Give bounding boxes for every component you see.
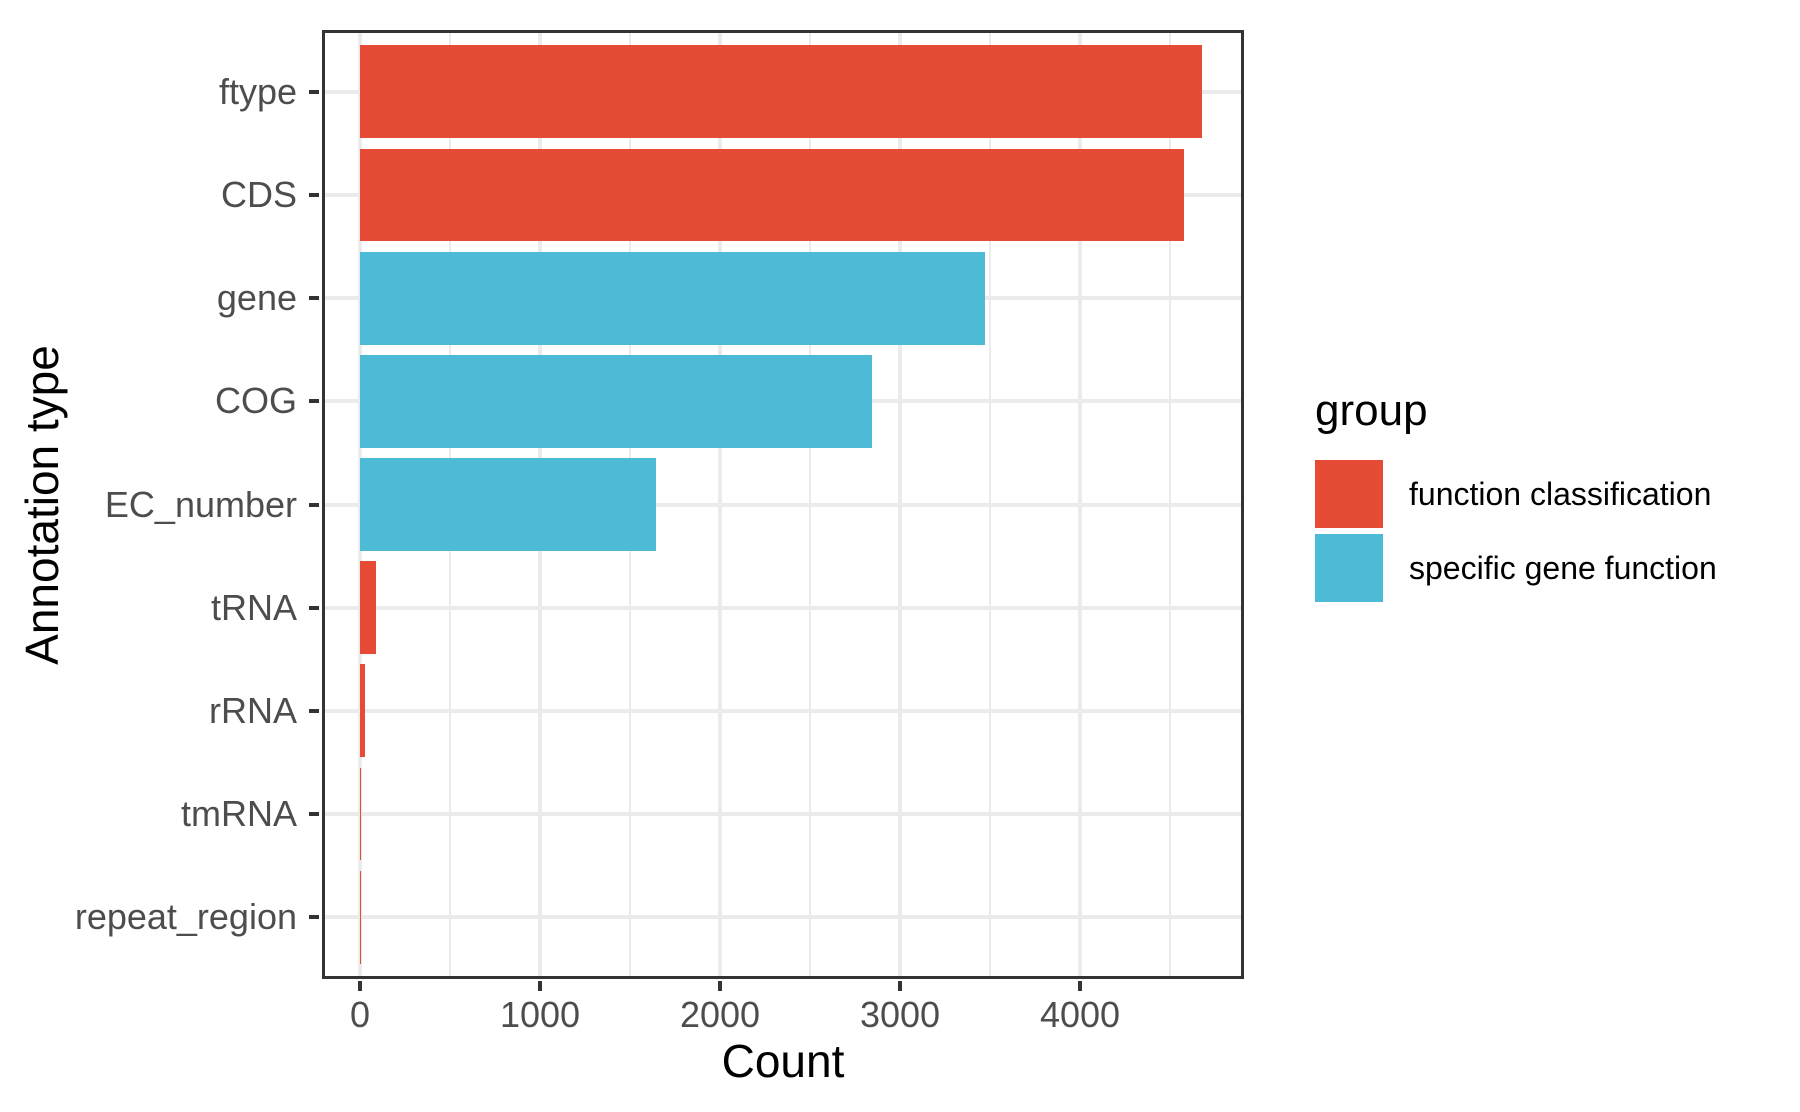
y-tick-label-rRNA: rRNA [209,689,297,731]
y-tick-label-EC_number: EC_number [104,483,297,525]
bar-COG [359,354,873,448]
x-tick-label-3000: 3000 [859,994,941,1035]
gridline-y-rRNA [322,708,1244,713]
y-tick-CDS [309,193,319,198]
y-tick-repeat_region [309,915,319,920]
y-axis-title: Annotation type [16,345,68,665]
x-tick-2000 [717,981,722,991]
y-tick-label-tmRNA: tmRNA [181,792,297,834]
legend-label-specific-gene-function: specific gene function [1409,549,1717,586]
x-tick-label-4000: 4000 [1039,994,1121,1035]
bar-ftype [359,45,1203,139]
x-tick-3000 [898,981,902,991]
legend: group function classification specific g… [1315,386,1717,608]
x-tick-label-2000: 2000 [679,994,761,1035]
x-axis-title: Count [721,1035,845,1087]
bar-rRNA [359,664,365,758]
y-tick-label-COG: COG [214,380,297,422]
gridline-y-tmRNA [322,811,1244,816]
y-tick-label-repeat_region: repeat_region [74,896,297,938]
y-tick-ftype [309,89,319,94]
gridline-y-EC_number [322,502,1244,507]
y-tick-tRNA [309,605,319,610]
gridline-y-tRNA [322,605,1244,610]
y-tick-gene [309,296,319,301]
bar-gene [359,251,985,345]
y-tick-label-CDS: CDS [220,174,297,216]
bar-CDS [359,148,1184,242]
gridline-y-repeat_region [322,915,1244,920]
y-tick-label-gene: gene [216,277,297,319]
x-tick-4000 [1078,981,1082,991]
x-tick-label-0: 0 [349,994,370,1035]
y-tick-COG [309,399,319,404]
y-tick-EC_number [309,502,319,507]
legend-item-specific-gene-function: specific gene function [1315,534,1717,602]
legend-item-function-classification: function classification [1315,460,1717,528]
bar-EC_number [359,458,657,551]
legend-key-specific-gene-function-swatch [1315,534,1383,602]
legend-key-function-classification-swatch [1315,460,1383,528]
y-tick-rRNA [309,708,319,713]
x-tick-1000 [537,981,542,991]
plot-panel [322,30,1244,979]
bar-tRNA [359,561,376,655]
legend-title: group [1315,386,1428,435]
legend-label-function-classification: function classification [1409,475,1712,512]
x-tick-0 [357,981,362,991]
x-tick-label-1000: 1000 [499,994,581,1035]
y-tick-label-ftype: ftype [218,70,297,112]
y-tick-tmRNA [309,811,319,816]
y-tick-label-tRNA: tRNA [210,586,297,628]
